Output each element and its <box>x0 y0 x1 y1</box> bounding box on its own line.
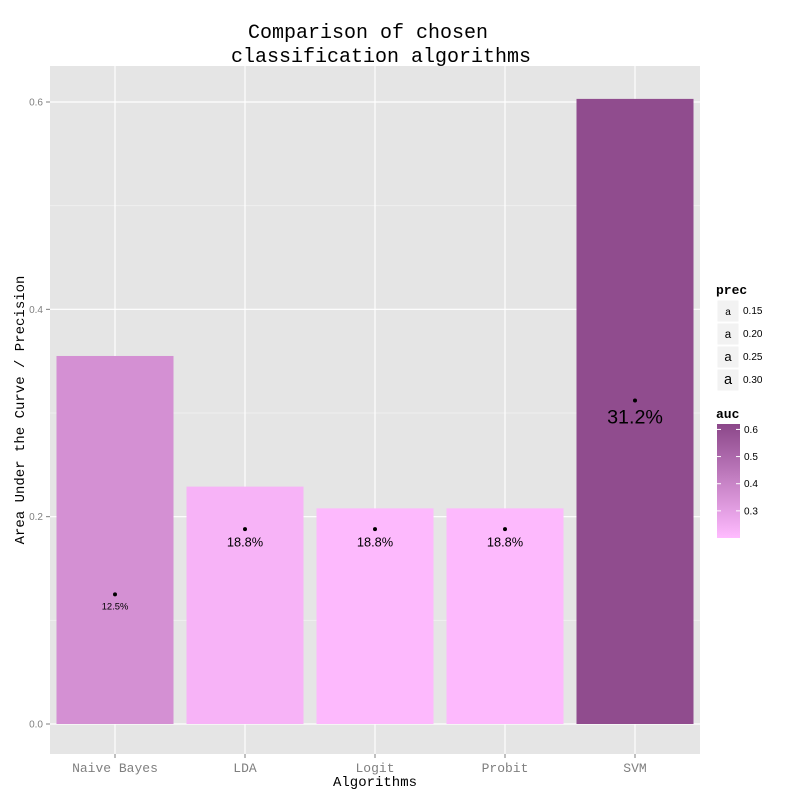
bar-probit <box>446 508 564 724</box>
bar-svm <box>576 98 694 724</box>
y-axis-ticks: 0.0 0.2 0.4 0.6 <box>29 98 50 731</box>
legend-prec-title: prec <box>716 283 747 298</box>
prec-label: 12.5% <box>102 600 129 611</box>
legend-prec-symbol: a <box>724 372 733 388</box>
legend-auc-label: 0.4 <box>744 479 758 490</box>
legend-auc-colorbar <box>717 424 740 538</box>
legend-auc: auc 0.6 0.5 0.4 0.3 <box>716 407 758 538</box>
bars-group <box>56 98 694 724</box>
x-tick-label: Naive Bayes <box>72 761 158 776</box>
chart-title-line1: Comparison of chosen <box>248 22 488 45</box>
chart-title-line2: classification algorithms <box>231 46 531 69</box>
prec-label: 18.8% <box>487 535 523 550</box>
legend-prec-key <box>716 322 740 346</box>
bar-logit <box>316 508 434 724</box>
legend-prec-key <box>716 368 740 392</box>
prec-point <box>373 527 377 532</box>
x-tick-label: Logit <box>355 761 394 776</box>
legend-auc-label: 0.5 <box>744 452 758 463</box>
x-tick-label: SVM <box>623 761 646 776</box>
legend-prec-label: 0.30 <box>743 375 763 386</box>
prec-label: 18.8% <box>227 535 263 550</box>
x-axis-label: Algorithms <box>333 775 417 791</box>
prec-point <box>633 398 637 403</box>
bar-naive-bayes <box>56 355 174 724</box>
prec-label: 31.2% <box>607 406 663 428</box>
y-tick-label: 0.4 <box>29 305 43 316</box>
x-tick-label: LDA <box>233 761 257 776</box>
prec-point <box>503 527 507 532</box>
y-tick-label: 0.0 <box>29 720 43 731</box>
legend-prec-key <box>716 345 740 369</box>
legend-prec-symbol: a <box>724 349 732 364</box>
legend-auc-label: 0.3 <box>744 506 758 517</box>
legend-prec: prec a 0.15 a 0.20 a 0.25 a 0.30 <box>716 283 763 392</box>
legend-prec-key <box>716 299 740 323</box>
bar-lda <box>186 486 304 724</box>
prec-point <box>113 592 117 597</box>
legend-prec-label: 0.15 <box>743 306 763 317</box>
y-axis-label: Area Under the Curve / Precision <box>13 276 29 545</box>
prec-label: 18.8% <box>357 535 393 550</box>
y-tick-label: 0.2 <box>29 512 43 523</box>
legend-auc-title: auc <box>716 407 740 422</box>
prec-point <box>243 527 247 532</box>
points-group: 12.5% 18.8% 18.8% 18.8% 31.2% <box>102 398 663 611</box>
legend-prec-label: 0.25 <box>743 352 763 363</box>
x-tick-label: Probit <box>482 761 529 776</box>
legend-auc-label: 0.6 <box>744 425 758 436</box>
legend-prec-symbol: a <box>725 329 732 341</box>
legend-prec-label: 0.20 <box>743 329 763 340</box>
y-tick-label: 0.6 <box>29 98 43 109</box>
x-axis-ticks: Naive Bayes LDA Logit Probit SVM <box>72 754 647 776</box>
legend-prec-symbol: a <box>725 307 731 318</box>
